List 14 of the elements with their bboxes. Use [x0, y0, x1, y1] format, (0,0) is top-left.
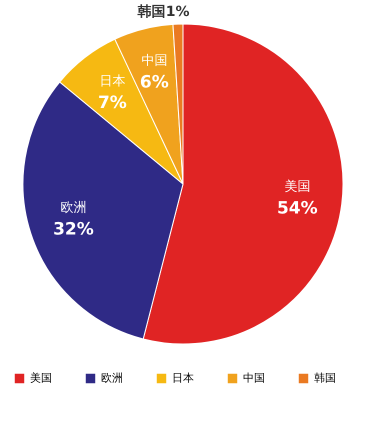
- category-label: 韩国1%: [138, 4, 190, 20]
- data-label: 54%: [276, 198, 318, 218]
- slice-label: 中国: [141, 53, 168, 68]
- legend-label: 欧洲: [101, 372, 123, 385]
- legend-label: 韩国: [314, 372, 336, 385]
- data-label: 7%: [98, 92, 127, 113]
- legend-label: 日本: [172, 372, 194, 385]
- slice-label: 美国: [284, 178, 310, 194]
- slice-label: 日本: [99, 74, 126, 89]
- legend-label: 中国: [243, 372, 265, 385]
- data-label: 32%: [53, 220, 94, 240]
- slice-label: 欧洲: [60, 200, 86, 216]
- legend-label: 美国: [30, 372, 52, 385]
- data-label: 6%: [140, 72, 169, 92]
